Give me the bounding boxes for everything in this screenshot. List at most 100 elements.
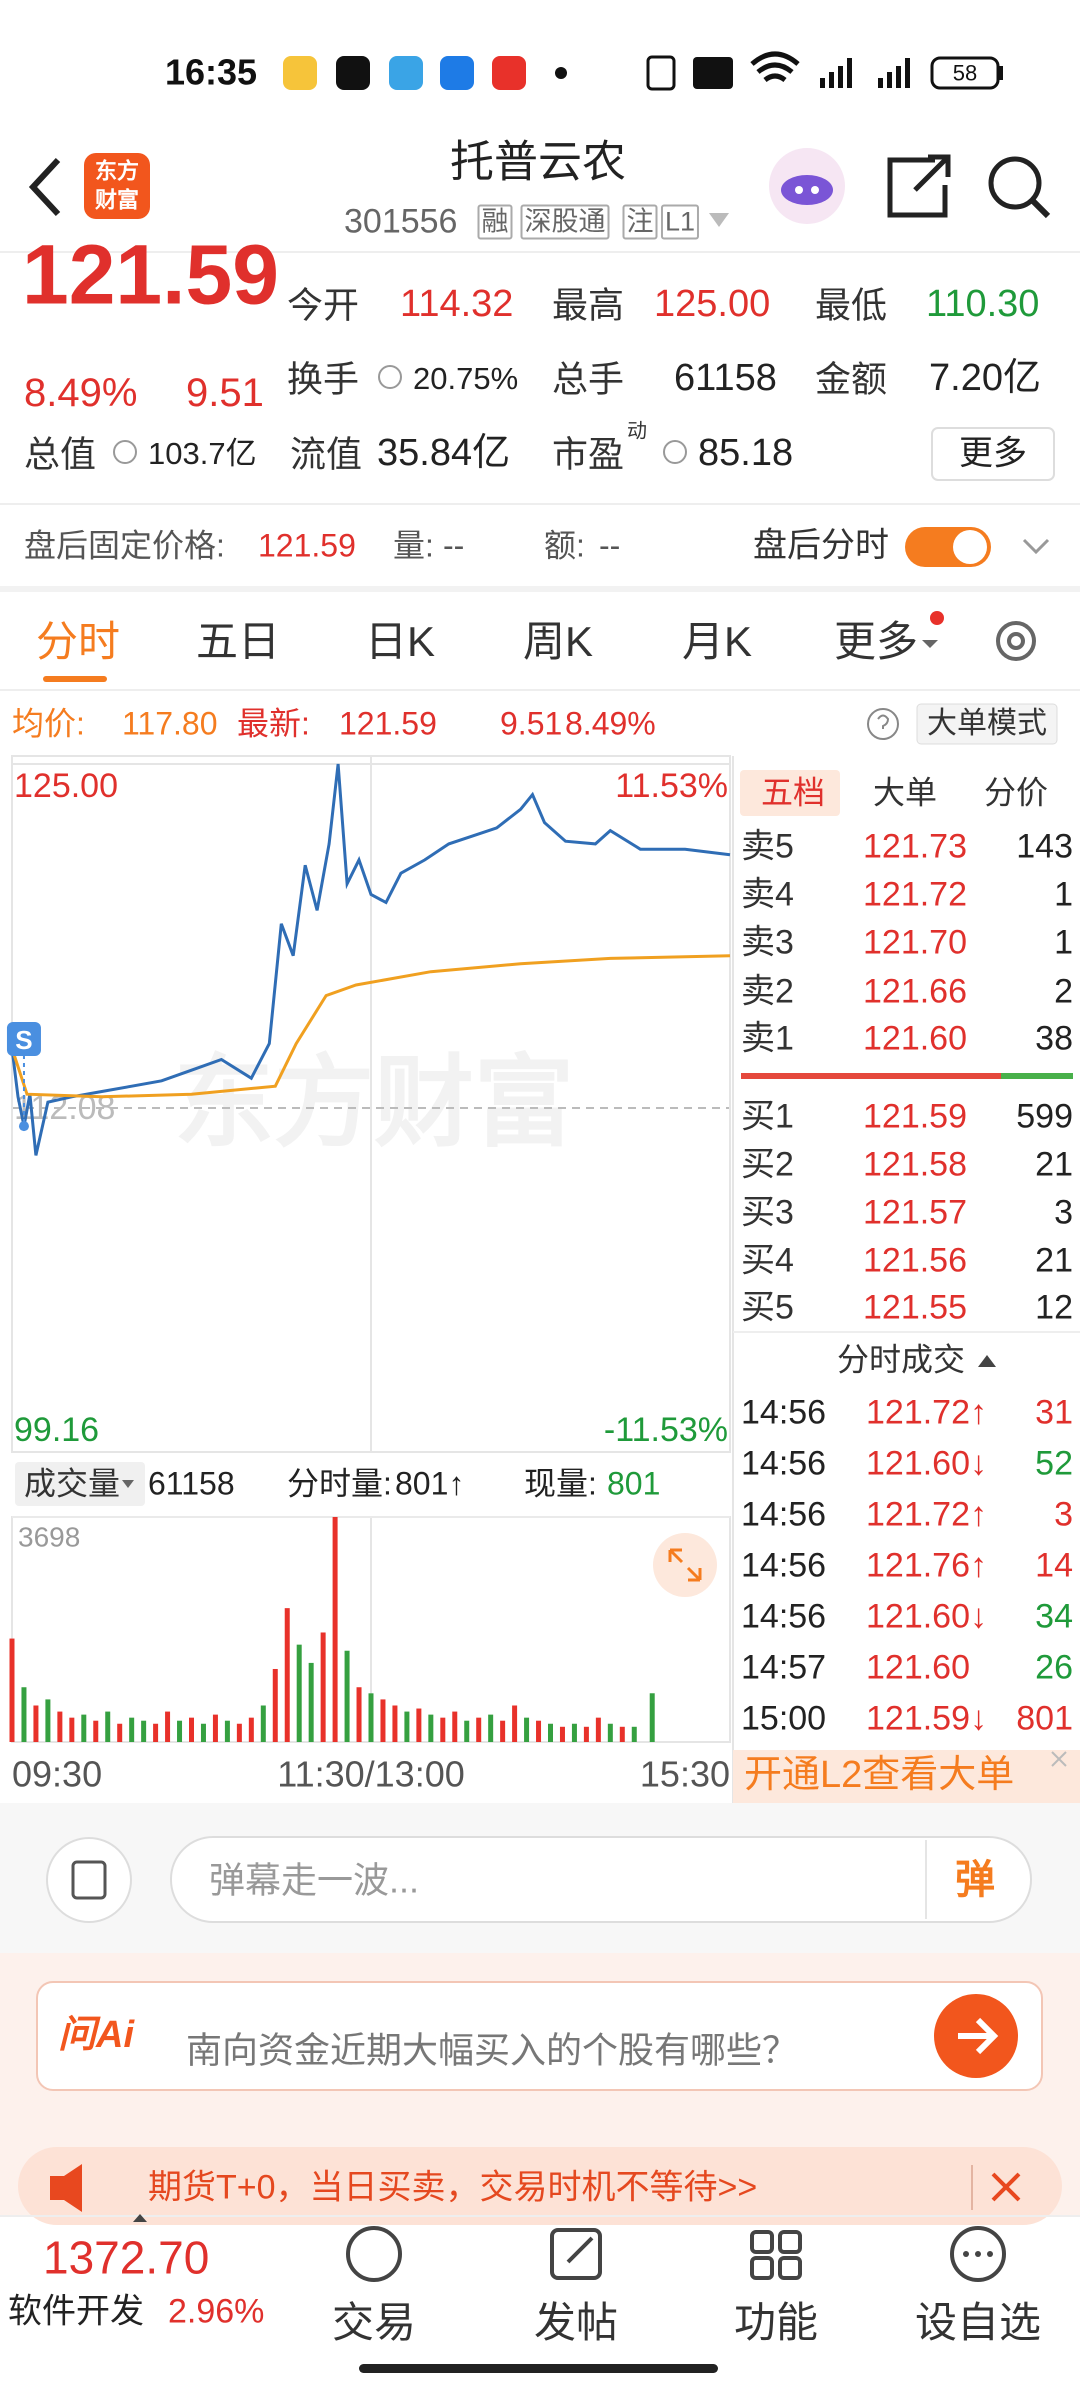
tabs[interactable]: 周K: [522, 617, 594, 665]
help-icon[interactable]: [867, 708, 899, 740]
tabs[interactable]: 更多: [833, 617, 919, 665]
sort-icon[interactable]: [978, 1355, 996, 1367]
back-button[interactable]: [28, 157, 61, 217]
wifi-icon: [750, 51, 800, 83]
ad[interactable]: 期货T+0，当日买卖，交易时机不等待>>: [148, 2168, 758, 2207]
speaker-icon: [50, 2164, 82, 2212]
trades-rows-vol: 34: [1035, 1597, 1073, 1636]
trades-rows-vol: 3: [1054, 1495, 1073, 1534]
danmaku-button[interactable]: 弹: [955, 1858, 995, 1902]
signal-label: S: [15, 1025, 32, 1055]
tabs[interactable]: 日K: [364, 617, 436, 665]
settings-button[interactable]: [996, 621, 1036, 661]
close-icon[interactable]: [1051, 1751, 1067, 1767]
header-tags: L1: [660, 204, 700, 240]
header-title: 托普云农: [450, 137, 626, 187]
chart-data-mode[interactable]: 大单模式: [927, 706, 1047, 740]
share-button[interactable]: [887, 154, 951, 218]
volume-bar: [404, 1711, 410, 1742]
close-ad[interactable]: [991, 2172, 1021, 2202]
order-book-bids-price: 121.55: [863, 1288, 967, 1327]
nav-icon[interactable]: [550, 2228, 602, 2280]
volume-bar: [619, 1726, 625, 1742]
quote-stats-label: 金额: [815, 358, 888, 400]
logo: [84, 153, 150, 219]
volume-bar: [81, 1714, 87, 1742]
search-button[interactable]: [988, 156, 1042, 210]
nav-icon[interactable]: [950, 2226, 1006, 2282]
volume-bar: [93, 1720, 99, 1742]
quote-stats-label: 最低: [815, 284, 888, 326]
trades-rows-time: 14:57: [741, 1648, 827, 1687]
volume-bar: [236, 1723, 242, 1742]
status-bar-time: 16:35: [165, 51, 258, 93]
ai-prompt[interactable]: 南向资金近期大幅买入的个股有哪些？: [186, 2029, 799, 2071]
order-book-bids-price: 121.56: [863, 1241, 967, 1280]
volume-bar: [607, 1723, 613, 1742]
quote-change: 9.51: [186, 371, 264, 415]
divider: [0, 586, 1080, 592]
ad-banner[interactable]: [18, 2147, 1062, 2225]
volume-bar: [416, 1708, 422, 1742]
x-tick-label: 11:30/13:00: [277, 1754, 465, 1795]
volume-bar: [368, 1693, 374, 1742]
volume-bar: [189, 1717, 194, 1742]
tabs[interactable]: 分时: [35, 617, 121, 665]
volume-bar: [153, 1723, 159, 1742]
volume-bar: [571, 1723, 577, 1742]
trades-title: 分时成交: [837, 1341, 966, 1378]
tabs[interactable]: 五日: [195, 617, 281, 665]
chart-data-latest-pct: 8.49%: [565, 705, 656, 742]
order-book-asks-vol: 38: [1035, 1019, 1073, 1058]
danmaku-placeholder[interactable]: 弹幕走一波...: [209, 1859, 420, 1901]
order-book-tabs[interactable]: 五档: [760, 774, 826, 811]
trades-rows-time: 14:56: [741, 1393, 827, 1432]
app-icon: [283, 56, 317, 90]
ai-box[interactable]: [36, 1981, 1043, 2091]
volume-bar: [440, 1717, 446, 1742]
l2-bg[interactable]: [733, 1750, 1080, 1803]
trades-l2-banner[interactable]: 开通L2查看大单: [744, 1754, 1015, 1797]
volume-bar: [524, 1717, 530, 1742]
order-book-bids-price: 121.57: [863, 1193, 967, 1232]
order-book-asks-label: 卖3: [741, 923, 794, 962]
danmaku-input[interactable]: [170, 1836, 1032, 1923]
order-book-asks-price: 121.66: [863, 972, 967, 1011]
nav-icon[interactable]: [346, 2226, 402, 2282]
volume-bar: [476, 1717, 482, 1742]
volume-bar: [177, 1720, 183, 1742]
chart-data-volume-current-value: 801: [607, 1465, 661, 1502]
bottom-nav-items[interactable]: 设自选: [914, 2298, 1042, 2346]
quote-stats-label: 最高: [552, 284, 625, 326]
volume-bar: [141, 1720, 147, 1742]
order-book-tabs[interactable]: 大单: [872, 774, 938, 811]
info-icon: [663, 440, 687, 464]
tabs[interactable]: 月K: [681, 617, 753, 665]
mode-button[interactable]: [916, 703, 1058, 745]
bottom-nav-index-name: 软件开发: [8, 2292, 144, 2331]
volume-bar: [272, 1668, 278, 1742]
quote-more[interactable]: 更多: [959, 434, 1027, 473]
order-book-tabs[interactable]: 分价: [983, 774, 1049, 811]
after-hours-price: 121.59: [258, 527, 356, 564]
bottom-nav-items[interactable]: 功能: [733, 2298, 819, 2346]
chart-data-volume-current-label: 现量:: [524, 1465, 597, 1502]
comment-icon[interactable]: [46, 1837, 132, 1923]
nav-icon[interactable]: [750, 2230, 802, 2280]
expand-button[interactable]: [653, 1533, 717, 1597]
more-button[interactable]: [931, 427, 1055, 481]
quote-stats-label: 总值: [24, 433, 97, 475]
app-icon: [440, 56, 474, 90]
order-book-asks-vol: 1: [1054, 923, 1073, 962]
volume-bar: [392, 1705, 398, 1742]
dropdown-icon[interactable]: [709, 213, 729, 227]
search-handle: [1029, 197, 1051, 219]
bottom-nav-items[interactable]: 发帖: [533, 2298, 619, 2346]
bottom-nav-items[interactable]: 交易: [331, 2298, 417, 2346]
trades-rows-price: 121.72↑: [866, 1393, 987, 1432]
chevron[interactable]: [1022, 538, 1050, 555]
volume-select[interactable]: [15, 1462, 145, 1506]
order-book-bids-label: 买3: [741, 1193, 794, 1232]
after-hours-amt-label: 额:: [544, 527, 585, 564]
